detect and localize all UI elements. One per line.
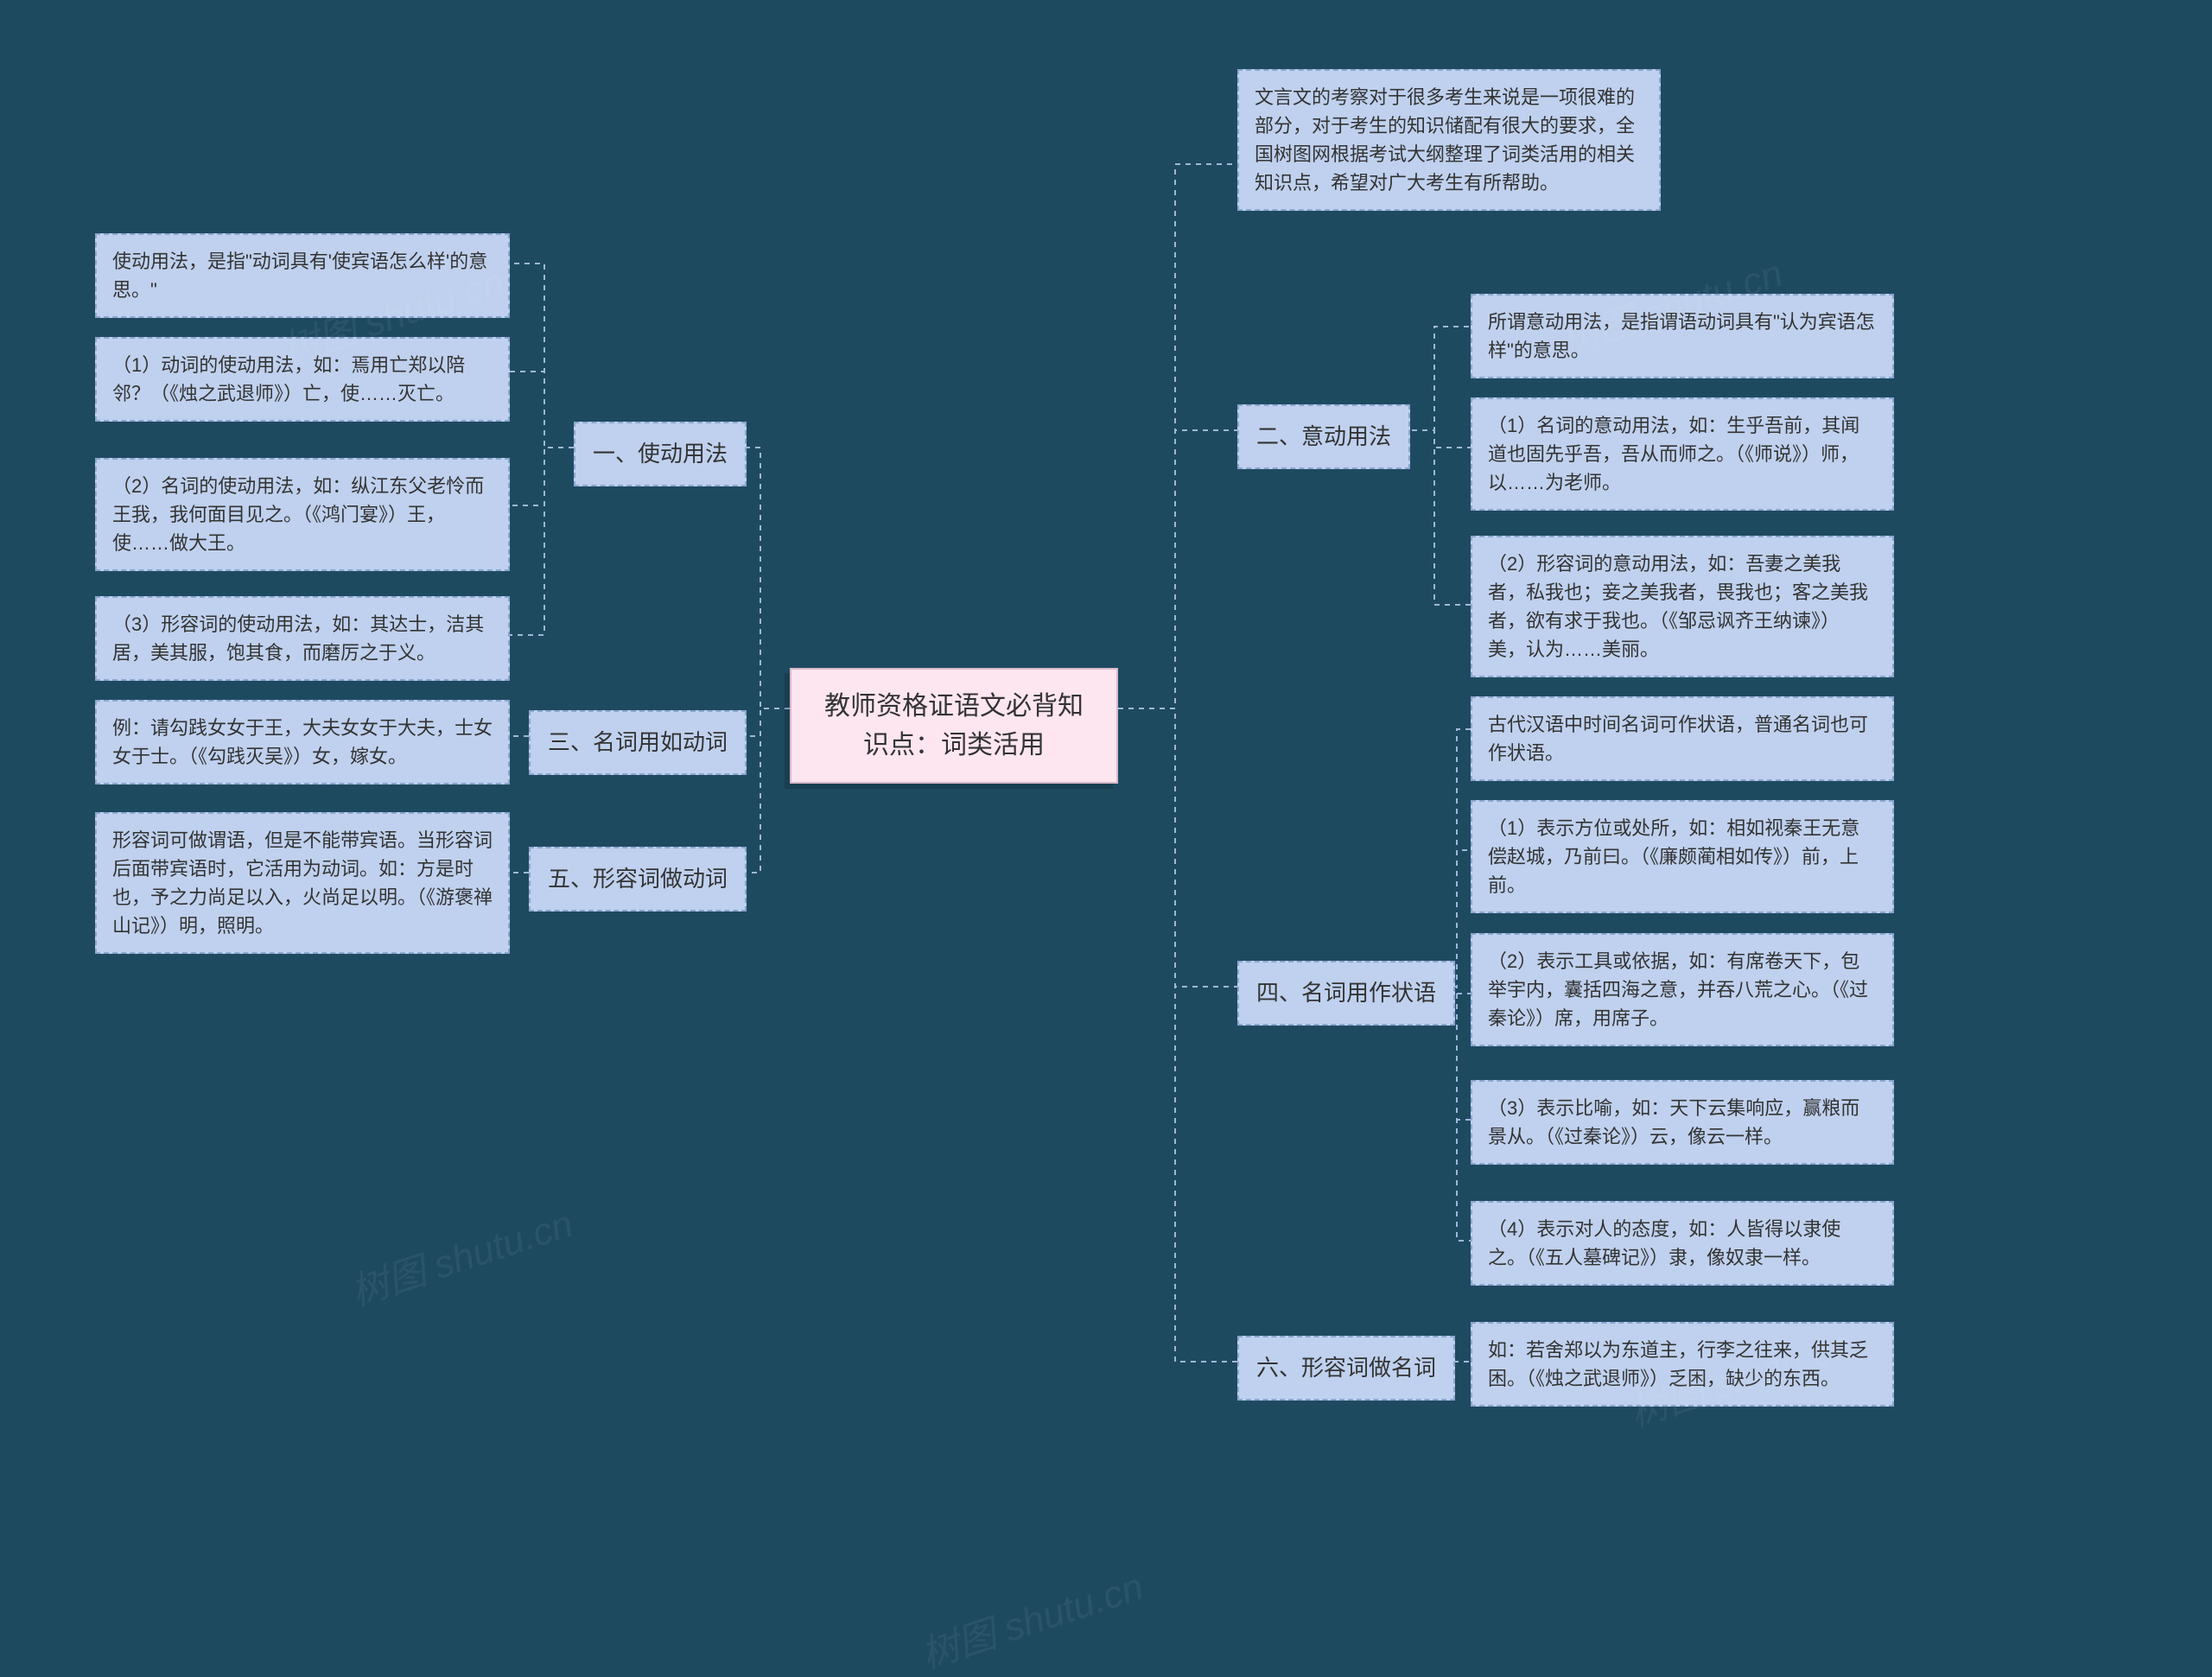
leaf-5: 形容词可做谓语，但是不能带宾语。当形容词后面带宾语时，它活用为动词。如：方是时也… bbox=[95, 812, 510, 954]
leaf-4a: 古代汉语中时间名词可作状语，普通名词也可作状语。 bbox=[1471, 696, 1894, 781]
leaf-1d: （3）形容词的使动用法，如：其达士，洁其居，美其服，饱其食，而磨厉之于义。 bbox=[95, 596, 510, 681]
leaf-4e: （4）表示对人的态度，如：人皆得以隶使之。（《五人墓碑记》）隶，像奴隶一样。 bbox=[1471, 1201, 1894, 1286]
center-node: 教师资格证语文必背知识点：词类活用 bbox=[790, 668, 1118, 784]
watermark: 树图 shutu.cn bbox=[913, 1555, 1149, 1677]
branch-5: 五、形容词做动词 bbox=[529, 847, 747, 912]
branch-2: 二、意动用法 bbox=[1237, 404, 1410, 469]
leaf-1a: 使动用法，是指"动词具有'使宾语怎么样'的意思。" bbox=[95, 233, 510, 318]
leaf-4b: （1）表示方位或处所，如：相如视秦王无意偿赵城，乃前曰。（《廉颇蔺相如传》）前，… bbox=[1471, 800, 1894, 913]
branch-1: 一、使动用法 bbox=[574, 422, 747, 486]
leaf-2a: 所谓意动用法，是指谓语动词具有"认为宾语怎样"的意思。 bbox=[1471, 294, 1894, 378]
leaf-4c: （2）表示工具或依据，如：有席卷天下，包举宇内，囊括四海之意，并吞八荒之心。（《… bbox=[1471, 933, 1894, 1046]
watermark: 树图 shutu.cn bbox=[343, 1192, 579, 1316]
branch-4: 四、名词用作状语 bbox=[1237, 961, 1455, 1026]
leaf-2b: （1）名词的意动用法，如：生乎吾前，其闻道也固先乎吾，吾从而师之。（《师说》）师… bbox=[1471, 397, 1894, 511]
leaf-6: 如：若舍郑以为东道主，行李之往来，供其乏困。（《烛之武退师》）乏困，缺少的东西。 bbox=[1471, 1322, 1894, 1407]
leaf-4d: （3）表示比喻，如：天下云集响应，赢粮而景从。（《过秦论》）云，像云一样。 bbox=[1471, 1080, 1894, 1165]
intro-node: 文言文的考察对于很多考生来说是一项很难的部分，对于考生的知识储配有很大的要求，全… bbox=[1237, 69, 1661, 211]
leaf-1b: （1）动词的使动用法，如：焉用亡郑以陪邻？（《烛之武退师》）亡，使……灭亡。 bbox=[95, 337, 510, 422]
branch-6: 六、形容词做名词 bbox=[1237, 1336, 1455, 1401]
branch-3: 三、名词用如动词 bbox=[529, 710, 747, 775]
leaf-3: 例：请勾践女女于王，大夫女女于大夫，士女女于士。（《勾践灭吴》）女，嫁女。 bbox=[95, 700, 510, 785]
leaf-2c: （2）形容词的意动用法，如：吾妻之美我者，私我也；妾之美我者，畏我也；客之美我者… bbox=[1471, 536, 1894, 677]
leaf-1c: （2）名词的使动用法，如：纵江东父老怜而王我，我何面目见之。（《鸿门宴》）王，使… bbox=[95, 458, 510, 571]
